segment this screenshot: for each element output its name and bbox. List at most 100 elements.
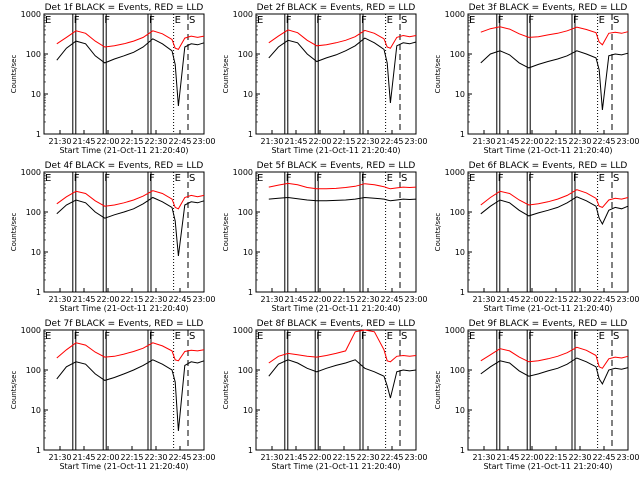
x-tick-label: 23:00: [616, 295, 639, 304]
x-tick-label: 22:45: [168, 453, 191, 462]
series-line-events: [480, 357, 629, 385]
x-axis-label: Start Time (21-Oct-11 21:20:40): [483, 304, 612, 313]
y-tick-label: 10: [243, 248, 253, 257]
event-label: S: [401, 173, 407, 184]
chart-panel-1: Det 1f BLACK = Events, RED = LLD 1 10 100 10…: [10, 3, 216, 155]
chart-panel-3: Det 3f BLACK = Events, RED = LLD 1 10 100 10…: [434, 3, 640, 155]
x-tick-label: 22:45: [168, 295, 191, 304]
x-tick-label: 22:45: [592, 137, 615, 146]
y-tick-label: 10: [31, 90, 41, 99]
series-line-events: [480, 50, 629, 110]
event-label: E: [45, 331, 51, 342]
x-axis-label: Start Time (21-Oct-11 21:20:40): [59, 462, 188, 471]
event-label: F: [573, 173, 579, 184]
event-label: F: [361, 173, 367, 184]
y-tick-label: 1000: [233, 326, 253, 335]
x-axis-label: Start Time (21-Oct-11 21:20:40): [483, 146, 612, 155]
x-tick-label: 22:30: [568, 453, 591, 462]
chart-title: Det 3f BLACK = Events, RED = LLD: [469, 3, 628, 13]
y-tick-label: 1000: [21, 10, 41, 19]
y-tick-label: 1000: [233, 168, 253, 177]
x-tick-label: 23:00: [616, 137, 639, 146]
x-tick-label: 22:15: [544, 453, 567, 462]
event-label: F: [498, 15, 504, 26]
event-label: F: [286, 331, 292, 342]
event-label: F: [74, 173, 80, 184]
series-line-lld: [56, 190, 205, 210]
x-tick-label: 22:00: [308, 453, 331, 462]
chart-panel-5: Det 5f BLACK = Events, RED = LLD 1 10 100 10…: [222, 161, 428, 313]
x-tick-label: 22:45: [380, 295, 403, 304]
event-label: F: [74, 15, 80, 26]
x-tick-label: 22:15: [332, 137, 355, 146]
x-tick-label: 22:45: [592, 295, 615, 304]
x-axis-label: Start Time (21-Oct-11 21:20:40): [59, 146, 188, 155]
y-tick-label: 100: [450, 366, 465, 375]
event-label: E: [469, 173, 475, 184]
series-line-lld: [268, 29, 417, 49]
event-label: E: [469, 331, 475, 342]
chart-panel-7: Det 7f BLACK = Events, RED = LLD 1 10 100 10…: [10, 319, 216, 471]
y-tick-label: 100: [26, 208, 41, 217]
y-tick-label: 1000: [233, 10, 253, 19]
x-tick-label: 22:00: [96, 453, 119, 462]
event-label: E: [257, 173, 263, 184]
event-label: F: [498, 173, 504, 184]
event-label: S: [189, 173, 195, 184]
event-label: F: [498, 331, 504, 342]
event-label: F: [573, 15, 579, 26]
event-label: S: [613, 173, 619, 184]
event-label: F: [104, 331, 110, 342]
event-label: E: [45, 15, 51, 26]
event-label: F: [286, 173, 292, 184]
x-tick-label: 22:15: [120, 137, 143, 146]
x-tick-label: 22:00: [520, 295, 543, 304]
series-line-lld: [480, 26, 629, 46]
x-tick-label: 22:00: [308, 137, 331, 146]
x-tick-label: 22:00: [96, 137, 119, 146]
x-tick-label: 23:00: [404, 295, 427, 304]
x-tick-label: 22:15: [332, 295, 355, 304]
x-tick-label: 22:00: [308, 295, 331, 304]
x-tick-label: 21:45: [496, 137, 519, 146]
x-tick-label: 21:45: [72, 137, 95, 146]
x-tick-label: 22:45: [380, 453, 403, 462]
event-label: F: [149, 173, 155, 184]
x-tick-label: 22:45: [592, 453, 615, 462]
y-tick-label: 1: [36, 130, 41, 139]
series-line-lld: [56, 30, 205, 51]
y-axis-label: Counts/sec: [434, 213, 442, 252]
event-label: S: [189, 331, 195, 342]
x-tick-label: 23:00: [404, 453, 427, 462]
y-tick-label: 10: [455, 406, 465, 415]
chart-title: Det 6f BLACK = Events, RED = LLD: [469, 161, 628, 171]
x-tick-label: 21:30: [48, 137, 71, 146]
x-tick-label: 22:00: [520, 137, 543, 146]
y-tick-label: 100: [26, 50, 41, 59]
x-tick-label: 22:30: [356, 453, 379, 462]
x-tick-label: 22:30: [144, 295, 167, 304]
series-line-events: [56, 196, 205, 256]
event-label: F: [573, 331, 579, 342]
y-tick-label: 1000: [445, 10, 465, 19]
event-label: E: [387, 331, 393, 342]
event-label: S: [401, 331, 407, 342]
series-line-events: [56, 38, 205, 107]
event-label: S: [401, 15, 407, 26]
event-label: F: [528, 331, 534, 342]
event-label: F: [316, 173, 322, 184]
x-tick-label: 22:15: [544, 137, 567, 146]
chart-title: Det 9f BLACK = Events, RED = LLD: [469, 319, 628, 329]
x-tick-label: 22:15: [120, 453, 143, 462]
x-tick-label: 21:30: [260, 137, 283, 146]
y-tick-label: 1: [460, 130, 465, 139]
event-label: E: [257, 331, 263, 342]
event-label: E: [469, 15, 475, 26]
x-tick-label: 23:00: [192, 453, 215, 462]
x-tick-label: 21:30: [472, 453, 495, 462]
x-axis-label: Start Time (21-Oct-11 21:20:40): [271, 304, 400, 313]
x-tick-label: 21:30: [48, 453, 71, 462]
series-line-lld: [268, 329, 417, 364]
event-label: S: [613, 15, 619, 26]
